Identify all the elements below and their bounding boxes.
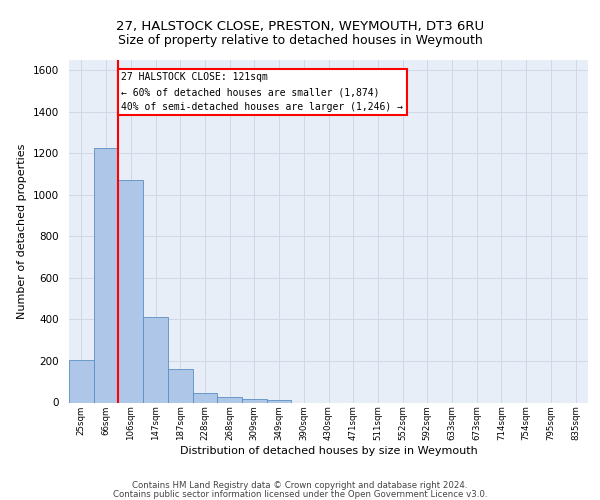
Bar <box>118 180 143 402</box>
Text: 27 HALSTOCK CLOSE: 121sqm
← 60% of detached houses are smaller (1,874)
40% of se: 27 HALSTOCK CLOSE: 121sqm ← 60% of detac… <box>121 72 403 112</box>
Bar <box>94 148 118 403</box>
Text: Distribution of detached houses by size in Weymouth: Distribution of detached houses by size … <box>180 446 478 456</box>
Text: Contains public sector information licensed under the Open Government Licence v3: Contains public sector information licen… <box>113 490 487 499</box>
Bar <box>193 392 217 402</box>
Bar <box>242 399 267 402</box>
Text: Size of property relative to detached houses in Weymouth: Size of property relative to detached ho… <box>118 34 482 47</box>
Bar <box>143 318 168 402</box>
Bar <box>69 360 94 403</box>
Bar <box>267 400 292 402</box>
Bar <box>168 368 193 402</box>
Y-axis label: Number of detached properties: Number of detached properties <box>17 144 28 319</box>
Text: 27, HALSTOCK CLOSE, PRESTON, WEYMOUTH, DT3 6RU: 27, HALSTOCK CLOSE, PRESTON, WEYMOUTH, D… <box>116 20 484 33</box>
Bar <box>217 396 242 402</box>
Text: Contains HM Land Registry data © Crown copyright and database right 2024.: Contains HM Land Registry data © Crown c… <box>132 481 468 490</box>
